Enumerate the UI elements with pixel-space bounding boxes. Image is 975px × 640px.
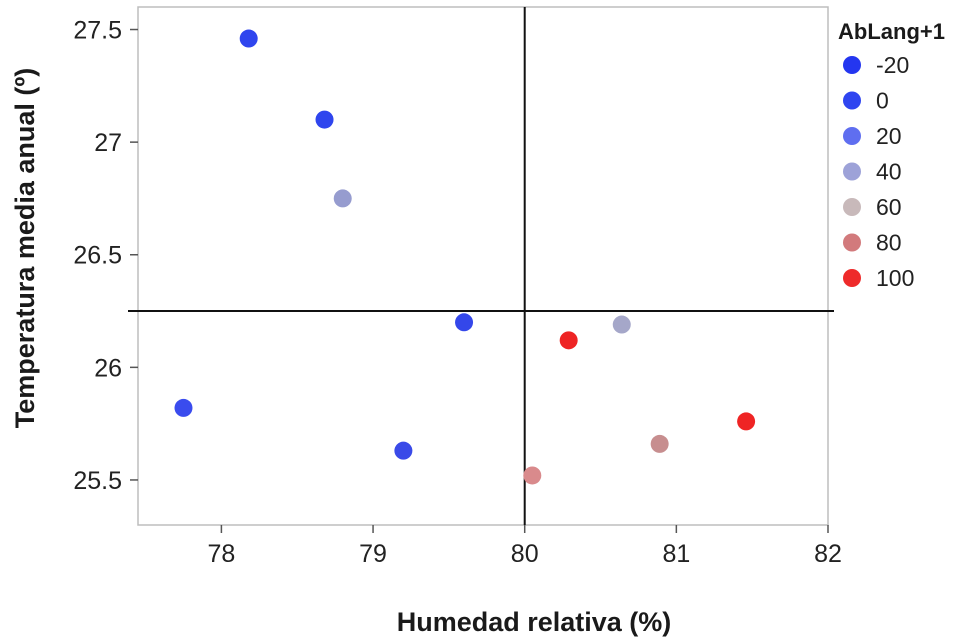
- reference-lines: [128, 7, 834, 525]
- legend: AbLang+1 -20 0 20 40 60 80 100: [838, 19, 945, 291]
- x-tick-label: 78: [208, 540, 236, 568]
- data-point: [174, 398, 193, 417]
- data-point: [239, 29, 258, 48]
- legend-label: -20: [876, 52, 909, 78]
- y-axis-title: Temperatura media anual (º): [10, 68, 40, 428]
- data-point: [523, 466, 542, 485]
- data-point: [333, 189, 352, 208]
- data-point: [394, 441, 413, 460]
- legend-marker: [843, 269, 861, 287]
- data-point: [612, 315, 631, 334]
- x-tick-label: 79: [359, 540, 387, 568]
- legend-label: 40: [876, 159, 902, 185]
- legend-marker: [843, 233, 861, 252]
- legend-marker: [843, 56, 861, 74]
- y-tick-label: 27: [94, 129, 122, 157]
- x-axis-title: Humedad relativa (%): [397, 607, 672, 637]
- legend-label: 80: [876, 230, 902, 256]
- legend-label: 60: [876, 194, 902, 220]
- data-point: [455, 313, 474, 332]
- data-point: [315, 110, 334, 129]
- y-axis: 25.5 26 26.5 27 27.5: [73, 17, 138, 495]
- x-tick-label: 82: [814, 540, 842, 568]
- legend-label: 100: [876, 265, 914, 291]
- y-tick-label: 27.5: [73, 17, 122, 45]
- y-tick-label: 25.5: [73, 467, 122, 495]
- x-tick-label: 81: [662, 540, 690, 568]
- data-point: [737, 412, 756, 431]
- data-point: [650, 434, 669, 453]
- x-axis: 78 79 80 81 82: [208, 525, 842, 568]
- x-tick-label: 80: [511, 540, 539, 568]
- y-tick-label: 26: [94, 354, 122, 382]
- legend-marker: [843, 91, 861, 110]
- data-point: [559, 331, 578, 350]
- legend-title: AbLang+1: [838, 19, 945, 44]
- legend-marker: [843, 162, 861, 181]
- legend-marker: [843, 198, 861, 216]
- legend-label: 0: [876, 88, 889, 114]
- plot-frame: [137, 6, 829, 526]
- legend-marker: [843, 127, 861, 145]
- legend-label: 20: [876, 123, 902, 149]
- data-points: [174, 29, 756, 485]
- y-tick-label: 26.5: [73, 242, 122, 270]
